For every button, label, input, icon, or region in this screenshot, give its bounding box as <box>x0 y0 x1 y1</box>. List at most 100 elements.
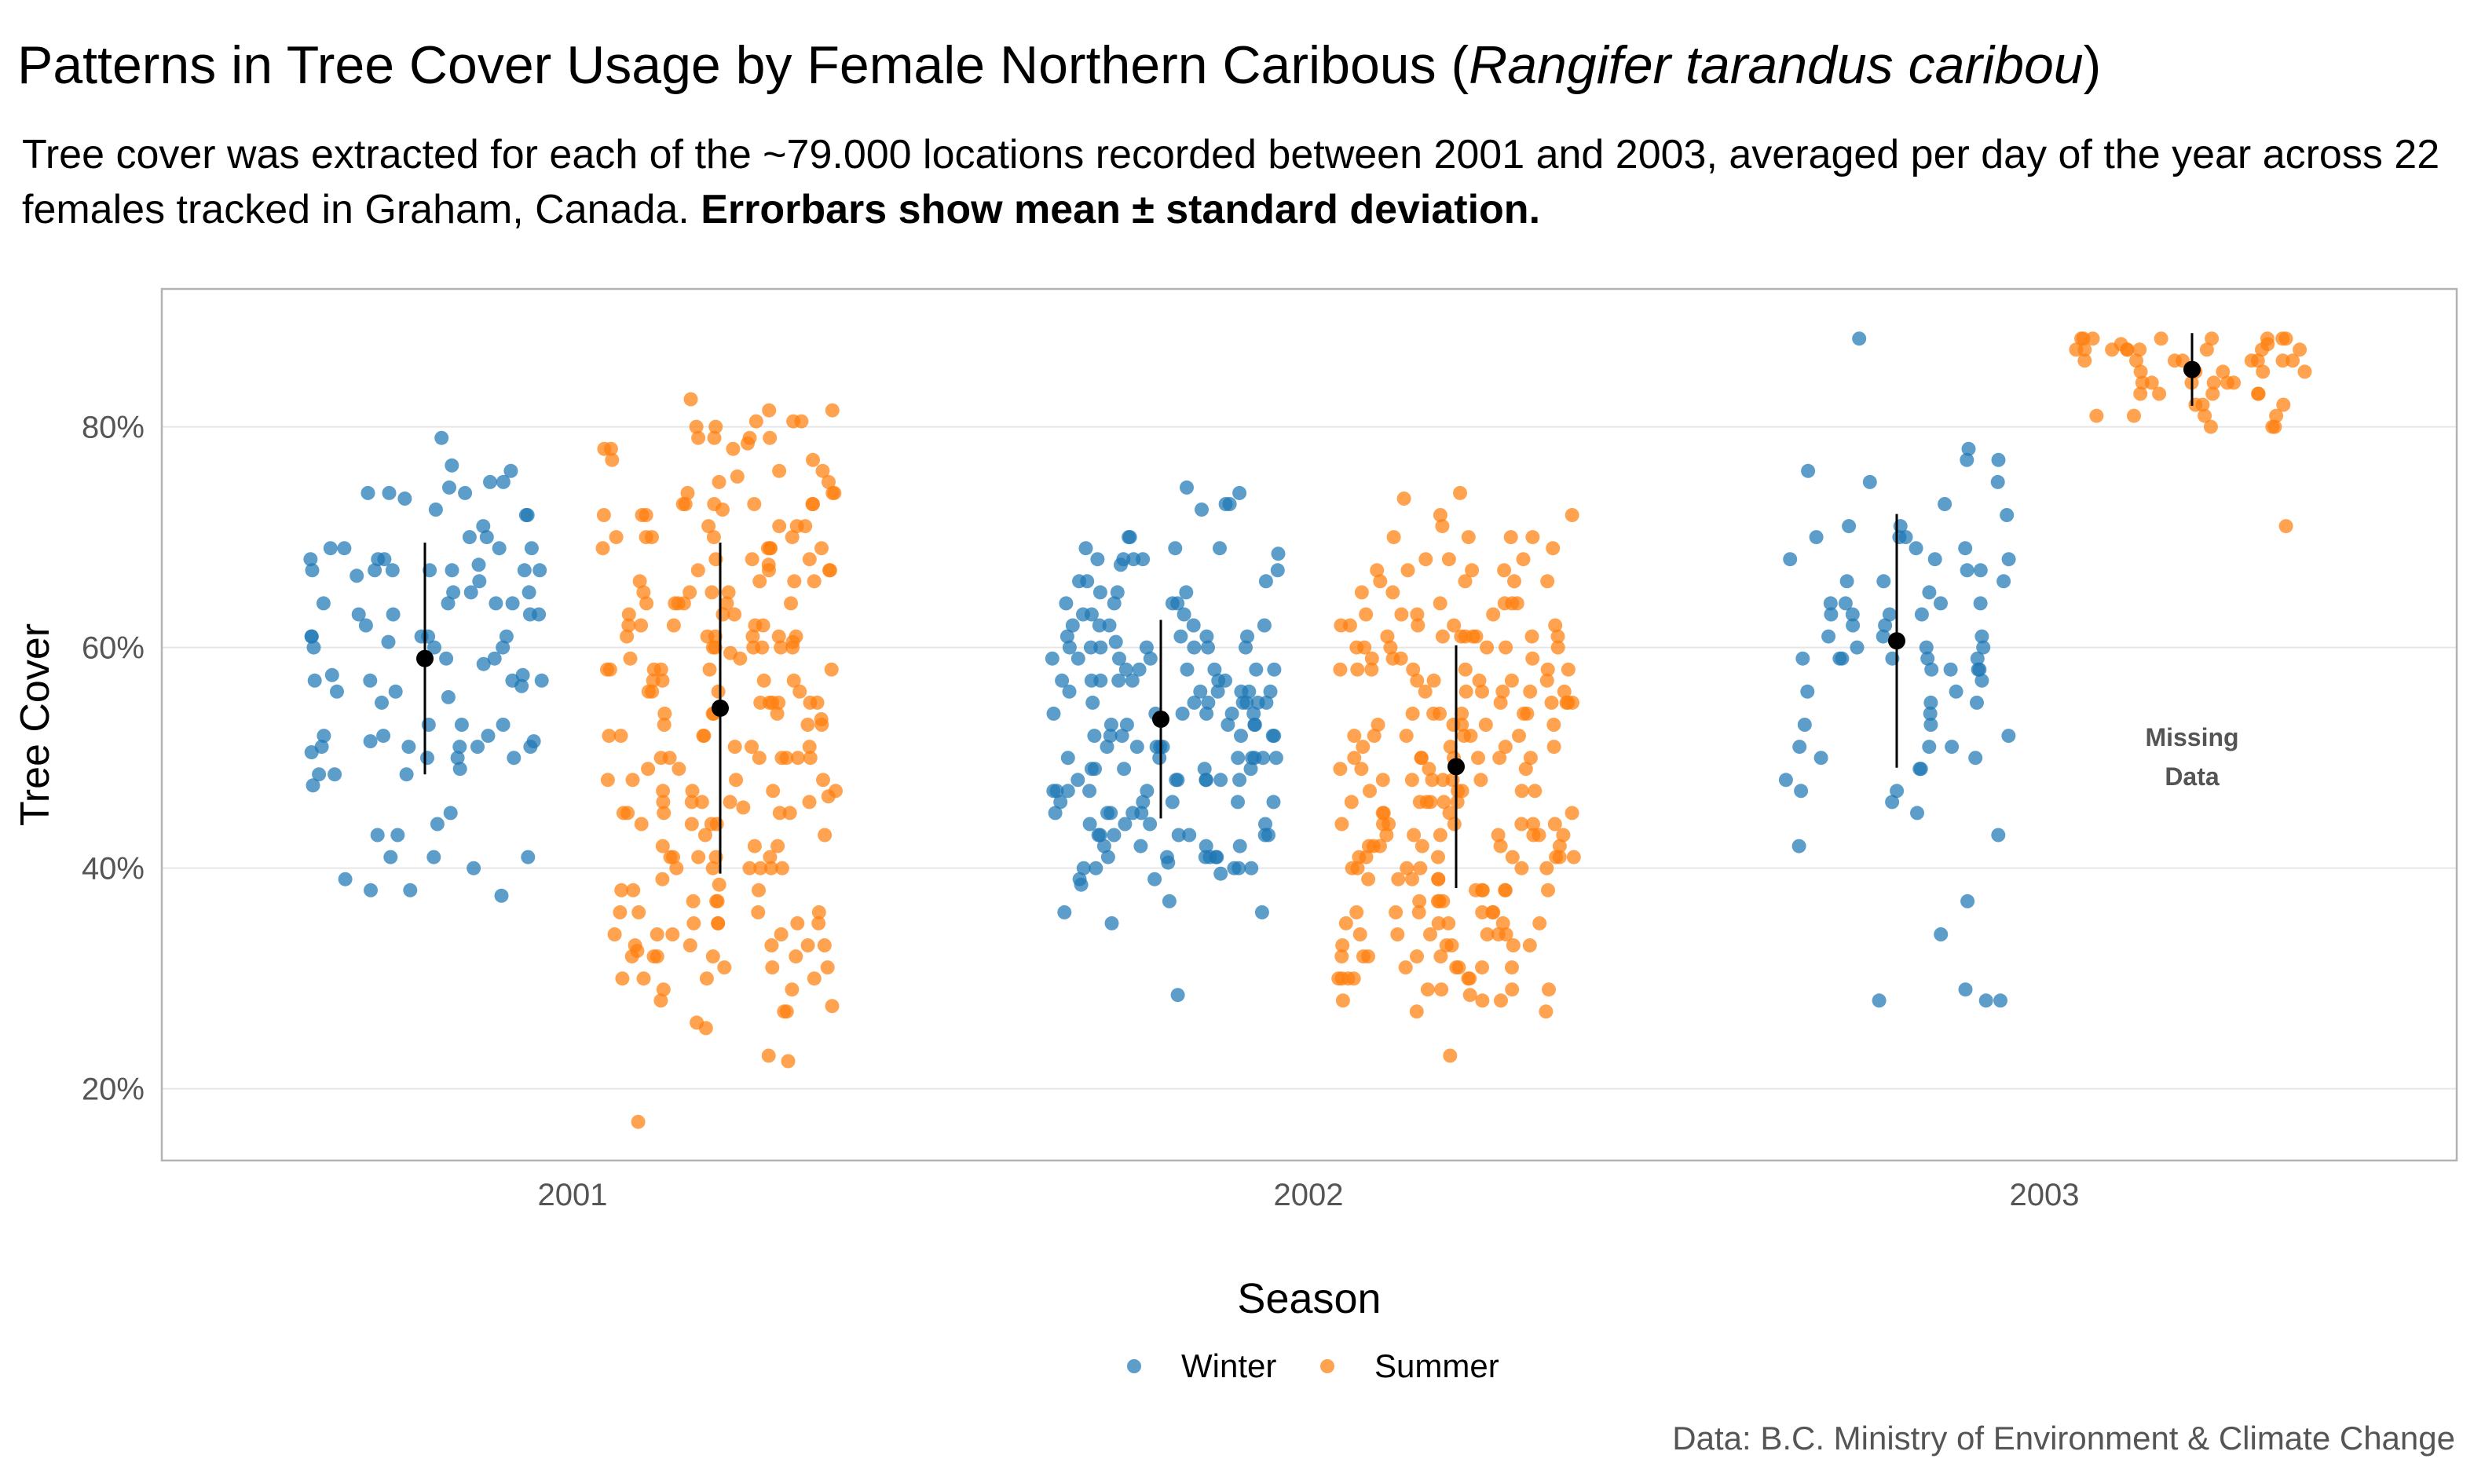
data-point-summer <box>1565 806 1579 821</box>
data-point-summer <box>1495 916 1510 930</box>
data-point-winter <box>426 850 441 864</box>
data-point-summer <box>786 673 801 688</box>
data-point-summer <box>825 485 840 500</box>
data-point-winter <box>1993 993 2007 1008</box>
data-point-summer <box>785 982 800 997</box>
data-point-summer <box>792 684 807 699</box>
data-point-summer <box>1335 993 1350 1008</box>
data-point-winter <box>507 751 522 766</box>
data-point-summer <box>730 469 745 484</box>
data-point-summer <box>762 563 776 578</box>
data-point-winter <box>442 480 456 495</box>
data-point-winter <box>1222 497 1237 511</box>
legend: Season Winter Summer <box>1127 1275 1499 1384</box>
data-point-summer <box>1442 806 1457 821</box>
data-point-summer <box>712 877 726 892</box>
data-point-summer <box>762 403 777 418</box>
mean-point-winter-2003 <box>1888 632 1905 650</box>
data-point-summer <box>2133 386 2148 401</box>
data-point-summer <box>683 938 697 952</box>
data-point-summer <box>1393 651 1408 666</box>
data-point-summer <box>1495 684 1510 699</box>
data-point-winter <box>377 552 392 567</box>
data-point-summer <box>1546 718 1561 732</box>
data-point-winter <box>1180 480 1194 495</box>
data-point-summer <box>1375 773 1390 788</box>
data-point-summer <box>1465 563 1480 578</box>
data-point-summer <box>2205 331 2220 346</box>
data-point-winter <box>1070 651 1085 666</box>
data-point-summer <box>2206 375 2221 390</box>
data-point-summer <box>1525 530 1540 545</box>
data-point-winter <box>428 503 443 517</box>
data-point-winter <box>1170 988 1185 1003</box>
data-point-winter <box>1878 618 1893 633</box>
data-point-summer <box>1333 662 1348 677</box>
data-point-summer <box>745 552 759 567</box>
y-tick-label: 60% <box>82 631 145 666</box>
data-point-summer <box>1420 982 1435 997</box>
data-point-winter <box>1182 828 1197 843</box>
mean-point-summer-2002 <box>1447 758 1465 776</box>
data-point-winter <box>1243 762 1258 777</box>
data-point-summer <box>765 695 780 710</box>
data-point-summer <box>1532 916 1547 930</box>
data-point-winter <box>1218 673 1232 688</box>
data-point-summer <box>2089 408 2104 423</box>
data-point-winter <box>1267 662 1282 677</box>
data-point-summer <box>1516 552 1531 567</box>
data-point-summer <box>810 695 825 710</box>
data-point-winter <box>515 667 530 682</box>
data-point-summer <box>748 414 763 429</box>
data-point-summer <box>1539 861 1554 875</box>
data-point-summer <box>794 414 809 429</box>
data-point-winter <box>1074 877 1089 892</box>
data-point-winter <box>1193 684 1208 699</box>
data-point-summer <box>671 596 686 611</box>
data-point-summer <box>1431 916 1446 930</box>
data-point-winter <box>472 574 487 589</box>
data-point-summer <box>1382 817 1396 832</box>
data-point-summer <box>1354 762 1369 777</box>
data-point-summer <box>613 905 628 919</box>
data-point-summer <box>719 596 734 611</box>
data-point-summer <box>770 706 785 721</box>
data-point-winter <box>454 718 469 732</box>
data-point-summer <box>2205 386 2220 401</box>
data-point-summer <box>666 850 680 864</box>
data-point-winter <box>1201 640 1215 655</box>
data-point-summer <box>2077 353 2092 368</box>
x-tick-label: 2001 <box>538 1178 608 1212</box>
data-point-winter <box>1201 695 1216 710</box>
data-point-summer <box>1523 684 1538 699</box>
data-point-winter <box>1110 585 1125 600</box>
data-point-summer <box>1498 740 1513 755</box>
data-point-winter <box>1100 740 1114 755</box>
data-point-summer <box>653 751 668 766</box>
data-point-summer <box>1436 773 1451 788</box>
data-point-winter <box>1945 740 1960 755</box>
data-point-summer <box>1354 585 1369 600</box>
data-point-winter <box>487 651 502 666</box>
data-point-winter <box>401 740 416 755</box>
data-point-summer <box>1411 618 1425 633</box>
mean-point-summer-2001 <box>712 699 729 717</box>
data-point-winter <box>1792 740 1807 755</box>
data-point-summer <box>745 629 760 644</box>
data-point-summer <box>1404 773 1419 788</box>
data-point-summer <box>1461 530 1476 545</box>
data-point-winter <box>1165 795 1180 810</box>
data-point-summer <box>620 629 635 644</box>
data-point-winter <box>1247 718 1262 732</box>
data-point-summer <box>1514 784 1529 799</box>
data-point-summer <box>1526 828 1541 843</box>
data-point-summer <box>1435 629 1450 644</box>
data-point-winter <box>1960 894 1975 908</box>
data-point-summer <box>1361 872 1376 886</box>
data-point-summer <box>723 645 737 660</box>
data-point-summer <box>766 784 781 799</box>
data-point-summer <box>1504 673 1519 688</box>
data-point-summer <box>2275 353 2290 368</box>
data-point-summer <box>1475 905 1490 919</box>
data-point-summer <box>636 585 651 600</box>
